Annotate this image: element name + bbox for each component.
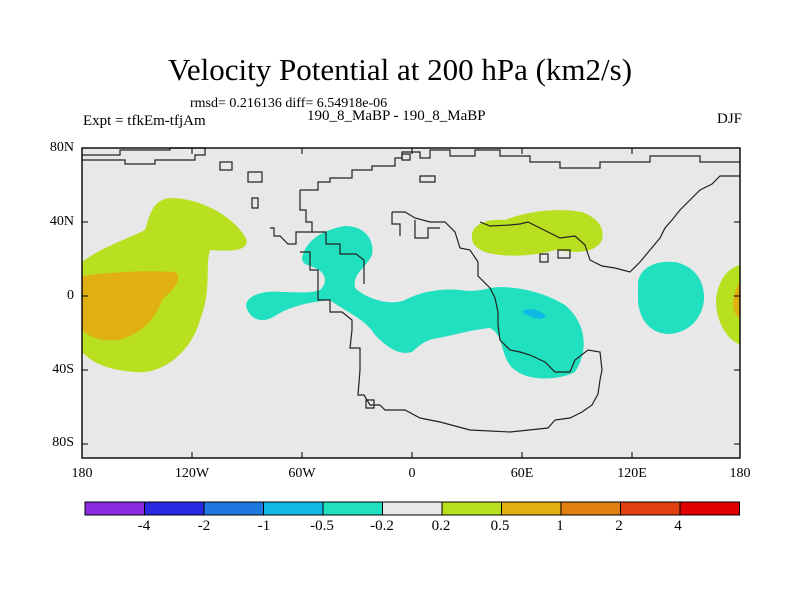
colorbar-label: 0.2: [431, 518, 451, 534]
season-label: DJF: [716, 111, 742, 127]
lat-label: 80S: [52, 435, 74, 450]
negative-core: [522, 309, 546, 319]
positive-region-asia: [471, 210, 603, 256]
stats-line: rmsd= 0.216136 diff= 6.54918e-06: [190, 96, 388, 111]
colorbar-label: -1: [257, 518, 271, 534]
colorbar-label: 1: [556, 518, 564, 534]
axis-ticks: [81, 147, 741, 458]
colorbar-box: [203, 501, 264, 516]
lat-label: 0: [67, 288, 74, 303]
colorbar-label: 0.5: [490, 518, 510, 534]
lon-label: 120E: [617, 466, 647, 481]
lat-label: 40N: [49, 214, 74, 229]
colorbar-label: -2: [197, 518, 211, 534]
colorbar-label: -0.2: [370, 518, 394, 534]
colorbar-label: -0.5: [310, 518, 334, 534]
colorbar-box: [263, 501, 324, 516]
colorbar-box: [144, 501, 205, 516]
positive-core-east: [733, 282, 740, 318]
lon-label: 180: [71, 466, 93, 481]
lat-label: 80N: [49, 140, 74, 155]
colorbar-label: 4: [674, 518, 682, 534]
colorbar-label: -4: [137, 518, 151, 534]
lon-label: 60E: [510, 466, 534, 481]
colorbar-box: [322, 501, 383, 516]
colorbar-box: [84, 501, 145, 516]
colorbar: [84, 501, 740, 516]
lon-label: 60W: [288, 466, 316, 481]
coastlines: [82, 147, 740, 433]
colorbar-box: [501, 501, 562, 516]
negative-region-pacific: [638, 261, 705, 334]
colorbar-box: [620, 501, 681, 516]
lon-label: 120W: [174, 466, 210, 481]
lon-label: 0: [408, 466, 416, 481]
colorbar-label: 2: [615, 518, 623, 534]
colorbar-box: [560, 501, 621, 516]
experiment-label: Expt = tfkEm-tfjAm: [83, 113, 206, 129]
colorbar-box: [382, 501, 443, 516]
positive-core-west: [82, 271, 179, 341]
colorbar-box: [679, 501, 740, 516]
lon-label: 180: [729, 466, 751, 481]
positive-region-east: [716, 265, 740, 345]
plot-title: Velocity Potential at 200 hPa (km2/s): [167, 52, 633, 87]
lat-label: 40S: [52, 362, 74, 377]
negative-region-atlantic: [246, 226, 584, 379]
cases-label: 190_8_MaBP - 190_8_MaBP: [307, 108, 486, 124]
map-frame: [81, 147, 741, 459]
colorbar-box: [441, 501, 502, 516]
